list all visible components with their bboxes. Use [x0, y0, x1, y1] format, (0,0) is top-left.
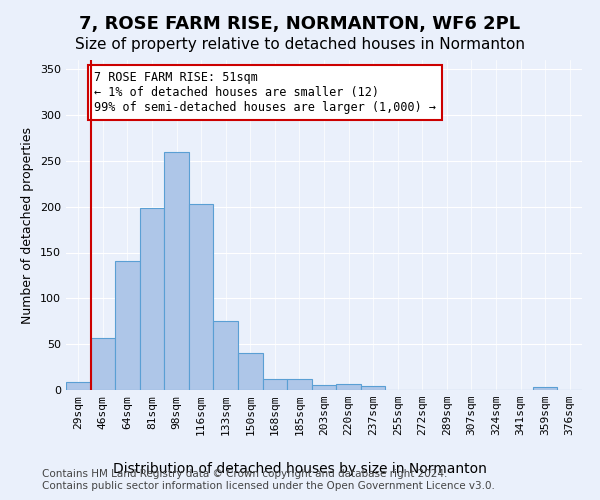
- Bar: [361, 386, 385, 390]
- Text: 7, ROSE FARM RISE, NORMANTON, WF6 2PL: 7, ROSE FARM RISE, NORMANTON, WF6 2PL: [79, 15, 521, 33]
- Bar: [189, 204, 214, 390]
- Bar: [287, 379, 312, 390]
- Y-axis label: Number of detached properties: Number of detached properties: [22, 126, 34, 324]
- Bar: [91, 338, 115, 390]
- Bar: [238, 354, 263, 390]
- Text: Size of property relative to detached houses in Normanton: Size of property relative to detached ho…: [75, 38, 525, 52]
- Bar: [66, 382, 91, 390]
- Bar: [533, 387, 557, 390]
- Text: Contains HM Land Registry data © Crown copyright and database right 2024.
Contai: Contains HM Land Registry data © Crown c…: [42, 470, 495, 491]
- Bar: [214, 322, 238, 390]
- Text: Distribution of detached houses by size in Normanton: Distribution of detached houses by size …: [113, 462, 487, 476]
- Bar: [336, 384, 361, 390]
- Bar: [140, 208, 164, 390]
- Bar: [164, 152, 189, 390]
- Bar: [312, 384, 336, 390]
- Text: 7 ROSE FARM RISE: 51sqm
← 1% of detached houses are smaller (12)
99% of semi-det: 7 ROSE FARM RISE: 51sqm ← 1% of detached…: [94, 71, 436, 114]
- Bar: [263, 379, 287, 390]
- Bar: [115, 261, 140, 390]
